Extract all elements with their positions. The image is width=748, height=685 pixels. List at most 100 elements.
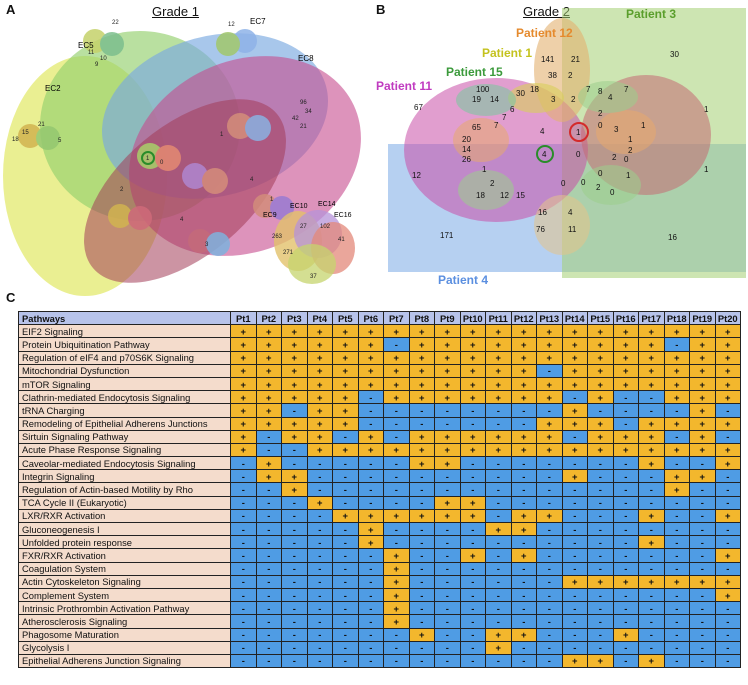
set-label-ec16: EC16 <box>334 212 352 219</box>
pathways-table-wrap: Pathways Pt1 Pt2 Pt3 Pt4 Pt5 Pt6 Pt7 Pt8 Pt9 Pt10… <box>18 310 741 669</box>
cell-plus: + <box>230 416 257 431</box>
cell-minus: - <box>332 601 359 616</box>
table-row: Unfolded protein response - - - - - + - - - - - - - - -… <box>18 535 741 550</box>
cell-minus: - <box>459 640 486 655</box>
cell-plus: + <box>306 390 333 405</box>
cell-plus: + <box>638 376 665 392</box>
cell-plus: + <box>638 416 665 431</box>
cell-plus: + <box>459 548 486 563</box>
cell-plus: + <box>281 429 308 444</box>
cell-minus: - <box>434 521 461 537</box>
cell-minus: - <box>255 601 282 616</box>
cell-plus: + <box>408 350 435 365</box>
cell-minus: - <box>663 614 690 629</box>
cell-plus: + <box>689 324 716 339</box>
cell-plus: + <box>255 350 282 365</box>
venn-a-count: 42 <box>292 116 299 122</box>
pathway-name: Complement System <box>18 587 231 603</box>
cell-plus: + <box>459 495 486 510</box>
cell-plus: + <box>383 363 410 378</box>
venn-a-count: 34 <box>305 109 312 115</box>
column-header-pt15: Pt15 <box>587 310 614 326</box>
cell-plus: + <box>459 390 486 405</box>
cell-plus: + <box>561 363 588 378</box>
table-row: Mitochondrial Dysfunction + + + + + + + + + + + + - + +… <box>18 363 741 378</box>
cell-minus: - <box>383 429 410 444</box>
cell-minus: - <box>383 653 410 669</box>
cell-minus: - <box>434 653 461 669</box>
cell-minus: - <box>587 495 614 510</box>
cell-plus: + <box>357 521 384 537</box>
cell-minus: - <box>561 601 588 616</box>
cell-minus: - <box>434 469 461 484</box>
cell-plus: + <box>587 442 614 458</box>
cell-plus: + <box>408 508 435 524</box>
cell-plus: + <box>332 403 359 418</box>
cell-plus: + <box>306 350 333 365</box>
cell-plus: + <box>612 350 639 365</box>
cell-minus: - <box>612 521 639 537</box>
cell-minus: - <box>663 429 690 444</box>
column-header-pt17: Pt17 <box>638 310 665 326</box>
cell-plus: + <box>612 376 639 392</box>
venn-b-count: 2 <box>598 109 603 118</box>
cell-minus: - <box>459 653 486 669</box>
cell-plus: + <box>434 363 461 378</box>
venn-b-count: 7 <box>494 121 499 130</box>
pathway-name: Caveolar-mediated Endocytosis Signaling <box>18 456 231 471</box>
venn-a-count: 1 <box>146 156 150 162</box>
cell-minus: - <box>459 574 486 589</box>
cell-plus: + <box>714 442 741 458</box>
cell-plus: + <box>434 350 461 365</box>
cell-plus: + <box>663 376 690 392</box>
cell-plus: + <box>281 363 308 378</box>
cell-plus: + <box>612 324 639 339</box>
cell-minus: - <box>383 403 410 418</box>
cell-plus: + <box>638 508 665 524</box>
cell-minus: - <box>459 482 486 497</box>
label-patient11: Patient 11 <box>376 79 432 93</box>
cell-minus: - <box>281 561 308 576</box>
cell-minus: - <box>332 429 359 444</box>
venn-b-count: 12 <box>412 171 421 180</box>
cell-minus: - <box>306 535 333 550</box>
cell-plus: + <box>255 376 282 392</box>
venn-b-count: 4 <box>540 127 545 136</box>
cell-plus: + <box>714 587 741 603</box>
cell-plus: + <box>459 442 486 458</box>
venn-cluster-small <box>274 210 355 284</box>
cell-minus: - <box>510 456 537 471</box>
column-header-pt11: Pt11 <box>485 310 512 326</box>
cell-minus: - <box>561 508 588 524</box>
venn-a-count: 21 <box>38 122 45 128</box>
pathway-name: FXR/RXR Activation <box>18 548 231 563</box>
cell-plus: + <box>281 350 308 365</box>
venn-b-count: 14 <box>490 95 499 104</box>
cell-minus: - <box>561 614 588 629</box>
venn-b-count: 6 <box>510 105 515 114</box>
cell-minus: - <box>587 521 614 537</box>
cell-minus: - <box>357 469 384 484</box>
cell-minus: - <box>434 627 461 642</box>
cell-plus: + <box>638 324 665 339</box>
cell-minus: - <box>689 627 716 642</box>
column-header-pt18: Pt18 <box>663 310 690 326</box>
cell-plus: + <box>663 324 690 339</box>
cell-minus: - <box>689 495 716 510</box>
cell-plus: + <box>485 376 512 392</box>
cell-minus: - <box>612 390 639 405</box>
cell-plus: + <box>536 350 563 365</box>
venn-b-count: 1 <box>704 165 709 174</box>
cell-minus: - <box>255 482 282 497</box>
pathway-name: LXR/RXR Activation <box>18 508 231 524</box>
cell-minus: - <box>281 587 308 603</box>
cell-plus: + <box>434 324 461 339</box>
cell-minus: - <box>587 535 614 550</box>
venn-b-count: 67 <box>414 103 423 112</box>
table-row: Phagosome Maturation - - - - - - - + - - + + - - - + - - - - <box>18 627 741 642</box>
cell-minus: - <box>281 521 308 537</box>
cell-plus: + <box>332 350 359 365</box>
cell-minus: - <box>612 653 639 669</box>
cell-plus: + <box>332 324 359 339</box>
cell-plus: + <box>408 376 435 392</box>
